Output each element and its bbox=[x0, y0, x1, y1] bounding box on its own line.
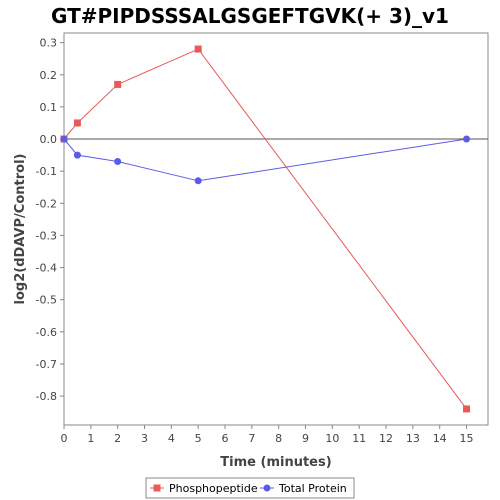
y-tick-label: 0.3 bbox=[40, 37, 58, 50]
y-tick-label: 0.0 bbox=[40, 133, 58, 146]
y-tick-label: 0.1 bbox=[40, 101, 58, 114]
chart-title: GT#PIPDSSSALGSGEFTGVK(+ 3)_v1 bbox=[51, 4, 449, 28]
data-point-phosphopeptide bbox=[463, 405, 471, 413]
y-tick-label: 0.2 bbox=[40, 69, 58, 82]
y-axis-label: log2(dDAVP/Control) bbox=[13, 154, 28, 305]
y-tick-label: -0.7 bbox=[36, 358, 57, 371]
legend-label-phosphopeptide: Phosphopeptide bbox=[169, 482, 258, 495]
data-point-phosphopeptide bbox=[194, 45, 202, 53]
x-tick-label: 15 bbox=[460, 432, 474, 445]
x-tick-label: 10 bbox=[325, 432, 339, 445]
x-tick-label: 5 bbox=[195, 432, 202, 445]
data-point-total-protein bbox=[114, 158, 122, 166]
x-tick-label: 1 bbox=[87, 432, 94, 445]
x-tick-label: 13 bbox=[406, 432, 420, 445]
y-tick-label: -0.8 bbox=[36, 390, 57, 403]
x-tick-label: 9 bbox=[302, 432, 309, 445]
x-tick-label: 12 bbox=[379, 432, 393, 445]
y-tick-label: -0.5 bbox=[36, 294, 57, 307]
plot-area bbox=[63, 32, 489, 426]
x-tick-label: 11 bbox=[352, 432, 366, 445]
y-tick-label: -0.6 bbox=[36, 326, 57, 339]
legend-label-total-protein: Total Protein bbox=[278, 482, 347, 495]
x-tick-label: 14 bbox=[433, 432, 447, 445]
legend-marker-total-protein bbox=[263, 484, 271, 492]
data-point-total-protein bbox=[463, 135, 471, 143]
data-point-phosphopeptide bbox=[73, 119, 81, 127]
y-tick-label: -0.1 bbox=[36, 165, 57, 178]
x-tick-label: 3 bbox=[141, 432, 148, 445]
x-tick-label: 0 bbox=[61, 432, 68, 445]
data-point-total-protein bbox=[60, 135, 68, 143]
series-layer bbox=[60, 45, 471, 413]
y-tick-label: -0.3 bbox=[36, 229, 57, 242]
x-tick-label: 4 bbox=[168, 432, 175, 445]
y-axis: 0.3 0.2 0.1 0.0 -0.1 -0.2 -0.3 -0.4 -0.5 -0.6 -0.7… bbox=[36, 37, 64, 403]
legend-box bbox=[145, 477, 355, 499]
x-axis: 0 1 2 3 4 5 6 7 8 9 10 11 12 13 14 15 bbox=[61, 425, 474, 445]
x-tick-label: 7 bbox=[248, 432, 255, 445]
x-tick-label: 2 bbox=[114, 432, 121, 445]
x-tick-label: 8 bbox=[275, 432, 282, 445]
data-point-phosphopeptide bbox=[114, 80, 122, 88]
data-point-total-protein bbox=[73, 151, 81, 159]
y-tick-label: -0.4 bbox=[36, 262, 57, 275]
legend-marker-phosphopeptide bbox=[153, 484, 161, 492]
data-point-total-protein bbox=[194, 177, 202, 185]
x-tick-label: 6 bbox=[222, 432, 229, 445]
x-axis-label: Time (minutes) bbox=[220, 455, 331, 470]
y-tick-label: -0.2 bbox=[36, 197, 57, 210]
legend: Phosphopeptide Total Protein bbox=[145, 477, 355, 499]
